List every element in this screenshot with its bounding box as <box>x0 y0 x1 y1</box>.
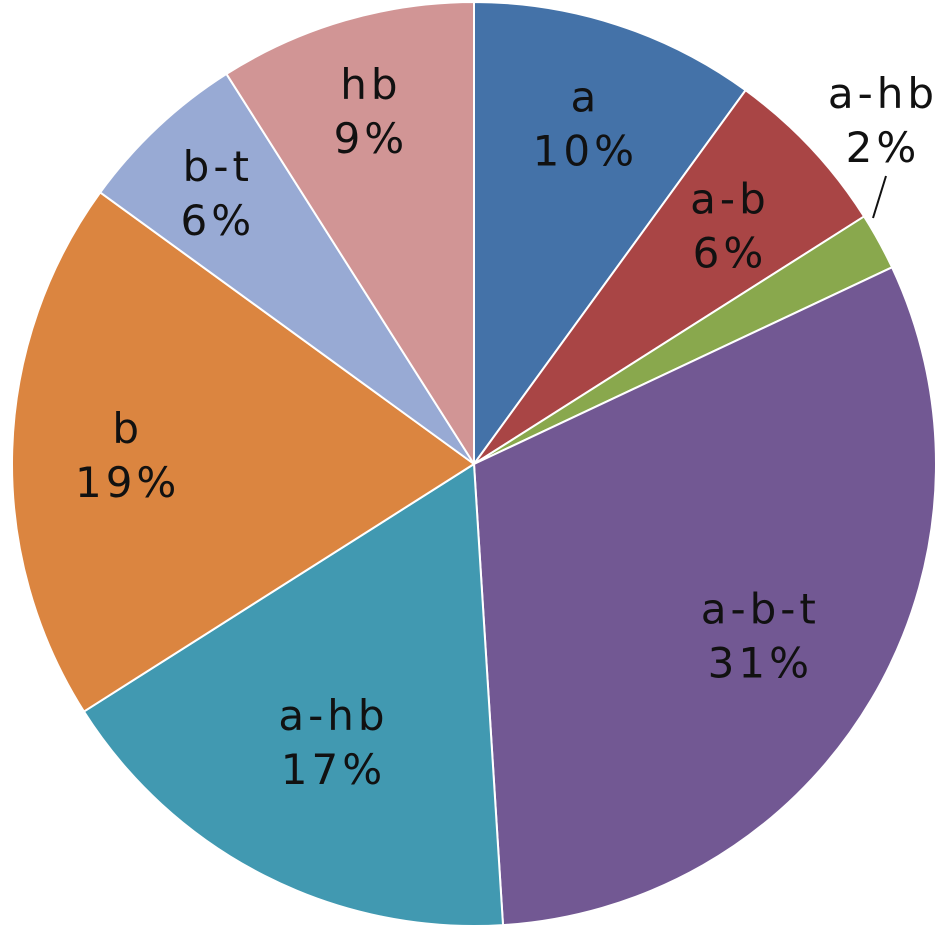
pie-labels: a 10% a-b 6% a-hb 2% a-b-t 31% a-hb 17% b 19% b-t 6% h… <box>75 60 938 794</box>
slice-label-percent-5: 17% <box>281 745 386 794</box>
slice-label-name-5: a-hb <box>278 691 388 740</box>
slice-label-percent-2: 6% <box>693 229 768 278</box>
pie-slice-8 <box>225 0 475 468</box>
slice-label-name-2: a-b <box>690 175 770 224</box>
pie-slice-2 <box>473 88 866 465</box>
slice-label-4: a-b-t 31% <box>701 584 820 687</box>
leader-line-3 <box>872 175 887 219</box>
slice-label-name-8: hb <box>340 60 401 109</box>
pie-slices <box>11 0 937 927</box>
slice-label-name-3: a-hb <box>828 69 938 118</box>
slice-label-name-1: a <box>570 72 600 121</box>
slice-label-percent-8: 9% <box>334 114 409 163</box>
slice-label-percent-3: 2% <box>846 123 921 172</box>
slice-label-name-7: b-t <box>183 142 253 191</box>
slice-label-name-6: b <box>112 404 143 453</box>
slice-label-1: a 10% <box>533 72 638 175</box>
slice-label-6: b 19% <box>75 404 180 507</box>
slice-label-5: a-hb 17% <box>278 691 388 794</box>
pie-slice-7 <box>98 72 475 465</box>
pie-slice-6 <box>11 191 476 713</box>
slice-label-3: a-hb 2% <box>828 69 938 172</box>
slice-label-percent-7: 6% <box>181 196 256 245</box>
slice-label-percent-1: 10% <box>533 126 638 175</box>
slice-label-2: a-b 6% <box>690 175 770 278</box>
slice-label-percent-4: 31% <box>708 638 813 687</box>
pie-slice-5 <box>82 462 505 927</box>
slice-label-percent-6: 19% <box>75 458 180 507</box>
pie-slice-1 <box>473 0 747 468</box>
slice-label-8: hb 9% <box>334 60 409 163</box>
slice-label-7: b-t 6% <box>181 142 256 245</box>
slice-label-name-4: a-b-t <box>701 584 820 633</box>
pie-slice-4 <box>472 265 937 927</box>
